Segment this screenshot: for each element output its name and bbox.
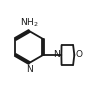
Text: N: N — [26, 65, 33, 74]
Text: N: N — [53, 50, 60, 59]
Text: NH$_2$: NH$_2$ — [20, 16, 39, 29]
Text: O: O — [76, 50, 83, 60]
